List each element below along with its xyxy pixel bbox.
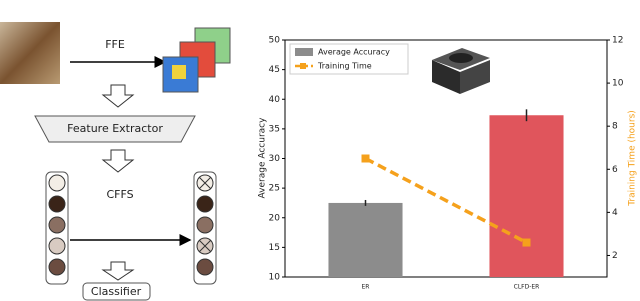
y-tick-label: 30 [269,154,281,164]
line [364,156,528,245]
extractor-box [34,115,196,143]
y2-axis-label: Training Time (hours) [628,110,638,207]
down-arrow [101,149,135,173]
y-tick-label: 25 [269,184,280,194]
y2-tick-label: 12 [612,36,623,46]
y-tick-label: 50 [269,36,281,46]
diagram: FFE Feature Extractor CFFS Classifier [0,22,231,301]
y-tick-label: 15 [269,243,280,253]
feature-map-detail [172,65,186,79]
x-tick-label: CLFD-ER [514,284,540,291]
neuron [48,174,66,192]
marker [522,238,531,247]
marker [361,154,370,163]
cffs-label: CFFS [106,188,133,201]
y-tick-label: 35 [269,124,280,134]
input-image [0,22,60,84]
selected-neurons [196,174,214,276]
y-tick-label: 40 [269,95,281,105]
y2-tick-label: 8 [612,122,618,132]
device-image [432,48,490,94]
y2-tick-label: 10 [612,79,624,89]
bar [328,202,403,277]
y2-tick-label: 2 [612,251,618,261]
y-axis-label: Average Accuracy [258,117,268,199]
legend-label: Training Time [317,62,372,71]
legend-marker [300,63,306,69]
y-tick-label: 10 [269,273,281,283]
neuron [48,237,66,255]
down-arrow [101,261,135,281]
neuron [48,258,66,276]
extractor-label: Feature Extractor [67,122,163,135]
x-tick-label: ER [362,284,370,291]
y2-tick-label: 4 [612,208,618,218]
neuron [48,195,66,213]
legend-label: Average Accuracy [318,48,390,57]
bar [489,115,564,277]
neuron [48,216,66,234]
ffe-label: FFE [105,38,125,51]
down-arrow [101,84,135,108]
classifier-box [82,282,151,301]
y2-tick-label: 6 [612,165,618,175]
y-tick-label: 45 [269,65,280,75]
y-tick-label: 20 [269,213,281,223]
classifier-label: Classifier [91,285,142,298]
legend-swatch [295,48,313,56]
